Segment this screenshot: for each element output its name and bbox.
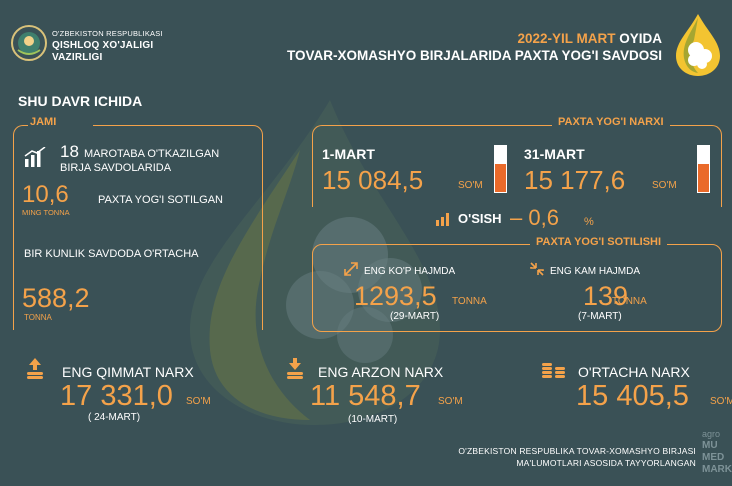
daily-average-unit: TONNA bbox=[24, 313, 52, 322]
min-volume-unit: TONNA bbox=[612, 296, 647, 307]
avg-price-unit: SO'M bbox=[710, 396, 732, 407]
sold-volume-unit: MING TONNA bbox=[22, 208, 70, 217]
daily-average-value: 588,2 bbox=[22, 283, 90, 313]
min-price-date: (10-MART) bbox=[348, 414, 398, 425]
max-volume-label: ENG KO'P HAJMDA bbox=[364, 266, 456, 277]
daily-average-text: BIR KUNLIK SAVDODA O'RTACHA bbox=[24, 248, 199, 260]
price-end-date: 31-MART bbox=[524, 146, 585, 162]
price-start-value: 15 084,5 bbox=[322, 165, 424, 195]
max-volume-unit: TONNA bbox=[452, 296, 487, 307]
min-volume-label: ENG KAM HAJMDA bbox=[550, 266, 641, 277]
min-price-value: 11 548,7 bbox=[310, 380, 421, 412]
max-price-label: ENG QIMMAT NARX bbox=[62, 364, 194, 380]
price-start-date: 1-MART bbox=[322, 146, 375, 162]
avg-price-value: 15 405,5 bbox=[576, 380, 689, 412]
bar-chart-icon bbox=[24, 147, 46, 167]
min-volume-value: 139 bbox=[583, 281, 629, 311]
source-note-line1: O'ZBEKISTON RESPUBLIKA TOVAR-XOMASHYO BI… bbox=[458, 446, 696, 456]
cotton-drop-icon bbox=[676, 14, 720, 76]
ministry-name-line3: VAZIRLIGI bbox=[52, 52, 103, 63]
price-end-gauge bbox=[697, 145, 710, 193]
max-volume-value: 1293,5 bbox=[354, 281, 437, 311]
sold-volume-text: PAXTA YOG'I SOTILGAN bbox=[98, 194, 223, 206]
summary-bracket bbox=[13, 125, 263, 330]
source-note: O'ZBEKISTON RESPUBLIKA TOVAR-XOMASHYO BI… bbox=[458, 445, 696, 469]
sold-volume-value: 10,6 bbox=[22, 181, 69, 208]
trades-count: 18 bbox=[60, 142, 79, 161]
summary-bracket-gap bbox=[28, 124, 93, 128]
price-tag: PAXTA YOG'I NARXI bbox=[552, 116, 670, 128]
max-price-value: 17 331,0 bbox=[60, 380, 173, 412]
growth-bars-icon bbox=[436, 213, 449, 226]
coins-down-icon bbox=[287, 358, 303, 379]
coins-up-icon bbox=[27, 358, 43, 379]
min-price-label: ENG ARZON NARX bbox=[318, 364, 444, 380]
brand-line4: MARK bbox=[702, 464, 732, 475]
avg-price-label: O'RTACHA NARX bbox=[578, 364, 690, 380]
growth-label: O'SISH bbox=[458, 211, 502, 226]
growth-percent-unit: % bbox=[584, 216, 594, 228]
price-bracket bbox=[312, 125, 722, 207]
title-line2: TOVAR-XOMASHYO BIRJALARIDA PAXTA YOG'I S… bbox=[287, 48, 662, 63]
page-title: 2022-YIL MART OYIDA TOVAR-XOMASHYO BIRJA… bbox=[287, 30, 662, 64]
growth-value: – 0,6 bbox=[510, 205, 559, 230]
min-price-unit: SO'M bbox=[438, 396, 463, 407]
ministry-name: O'ZBEKISTON RESPUBLIKASI QISHLOQ XO'JALI… bbox=[52, 28, 163, 64]
price-end-unit: SO'M bbox=[652, 180, 677, 191]
sales-bracket bbox=[312, 244, 722, 332]
price-end-value: 15 177,6 bbox=[524, 165, 626, 195]
price-end-gauge-fill bbox=[698, 164, 709, 192]
price-start-gauge bbox=[494, 145, 507, 193]
brand-line2: MU bbox=[702, 440, 718, 451]
trades-count-text2: BIRJA SAVDOLARIDA bbox=[60, 162, 172, 174]
max-price-unit: SO'M bbox=[186, 396, 211, 407]
brand-logo: agro MU MED MARK bbox=[702, 428, 732, 476]
trades-count-text: MAROTABA O'TKAZILGAN bbox=[84, 148, 220, 160]
collapse-arrows-icon bbox=[530, 262, 544, 276]
ministry-emblem-icon bbox=[11, 25, 47, 61]
ministry-name-line2: QISHLOQ XO'JALIGI bbox=[52, 40, 154, 51]
price-start-unit: SO'M bbox=[458, 180, 483, 191]
period-heading: SHU DAVR ICHIDA bbox=[18, 93, 143, 109]
brand-line3: MED bbox=[702, 452, 725, 463]
min-volume-date: (7-MART) bbox=[578, 311, 622, 322]
brand-line1: agro bbox=[702, 429, 721, 439]
cotton-drop-watermark bbox=[190, 100, 440, 425]
max-price-date: ( 24-MART) bbox=[88, 412, 141, 423]
sales-tag: PAXTA YOG'I SOTILISHI bbox=[530, 236, 668, 248]
source-note-line2: MA'LUMOTLARI ASOSIDA TAYYORLANGAN bbox=[516, 458, 696, 468]
summary-tag: JAMI bbox=[30, 116, 57, 128]
max-volume-date: (29-MART) bbox=[390, 311, 440, 322]
ministry-name-line1: O'ZBEKISTON RESPUBLIKASI bbox=[52, 29, 163, 38]
title-date: 2022-YIL MART bbox=[517, 31, 616, 46]
price-start-gauge-fill bbox=[495, 164, 506, 192]
expand-arrows-icon bbox=[344, 262, 358, 276]
coin-stack-icon bbox=[542, 363, 565, 378]
title-date-suffix: OYIDA bbox=[615, 31, 662, 46]
